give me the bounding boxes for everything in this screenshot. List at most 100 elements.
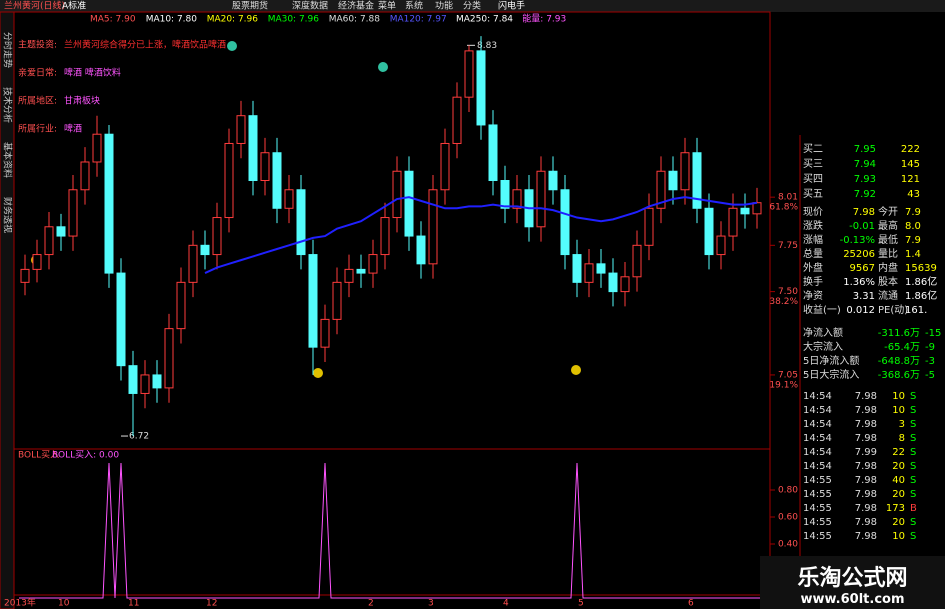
- x-tick-label: 10: [58, 599, 70, 609]
- candle-body: [296, 189, 306, 256]
- ma-legend: MA20: 7.96: [207, 15, 259, 25]
- bid-volume: 121: [900, 174, 920, 185]
- candle-body: [104, 133, 114, 274]
- tick-time: 14:55: [803, 475, 832, 486]
- stat-value: 7.9: [905, 207, 921, 218]
- stat-name: 股本: [878, 277, 898, 288]
- candle-body: [644, 207, 654, 246]
- candle-body: [476, 50, 486, 126]
- note-text: 啤酒: [64, 123, 82, 135]
- price-frame: [13, 11, 771, 450]
- candle-body: [656, 170, 666, 209]
- note-text: 甘肃板块: [64, 95, 100, 107]
- indicator-title: BOLL买入: [18, 450, 59, 461]
- candle-body: [536, 170, 546, 228]
- candle-body: [428, 189, 438, 265]
- candle-body: [392, 170, 402, 219]
- y-tick-label: 0.80: [778, 486, 798, 496]
- tick-time: 14:55: [803, 517, 832, 528]
- flow-name: 大宗流入: [803, 342, 843, 353]
- flow-value: -648.8万: [877, 356, 920, 367]
- bid-name: 买三: [803, 159, 823, 170]
- icon: [571, 365, 581, 375]
- tick-side: S: [910, 447, 917, 458]
- candle-body: [116, 272, 126, 367]
- stat-name: 涨跌: [803, 221, 823, 232]
- window-mode: A标准: [62, 0, 86, 12]
- tick-side: S: [910, 461, 917, 472]
- toolbar: [0, 0, 945, 12]
- indicator-label: BOLL买入: 0.00: [52, 450, 119, 461]
- tick-time: 14:54: [803, 405, 832, 416]
- bid-name: 买二: [803, 144, 823, 155]
- watermark-title: 乐淘公式网: [797, 566, 908, 591]
- tick-time: 14:55: [803, 531, 832, 542]
- tick-side: S: [910, 419, 917, 430]
- candle-body: [596, 263, 606, 274]
- candle-body: [692, 152, 702, 209]
- note-text: 兰州黄河综合得分已上涨，啤酒饮品啤酒: [64, 39, 226, 51]
- flow-name: 5日大宗流入: [803, 370, 860, 381]
- note-key: 主题投资:: [18, 39, 57, 51]
- icon: [227, 41, 237, 51]
- window-title: 兰州黄河(日线): [4, 0, 65, 12]
- stat-name: 今开: [878, 207, 898, 218]
- y-tick-label: 8.01: [778, 193, 798, 203]
- menu-item: 系统: [405, 0, 423, 12]
- tick-time: 14:54: [803, 419, 832, 430]
- flow-value: -3: [925, 356, 935, 367]
- tick-price: 7.98: [854, 391, 877, 402]
- tick-price: 7.98: [854, 433, 877, 444]
- candle-body: [320, 318, 330, 348]
- candle-body: [188, 244, 198, 283]
- tick-side: B: [910, 503, 917, 514]
- candle-body: [668, 170, 678, 191]
- tick-volume: 20: [892, 461, 905, 472]
- stat-value: -0.01: [849, 221, 875, 232]
- stat-name: 换手: [803, 277, 823, 288]
- candle-body: [140, 374, 150, 394]
- candle-body: [44, 226, 54, 256]
- stat-name: 涨幅: [803, 235, 823, 246]
- candle-body: [632, 244, 642, 278]
- candle-body: [440, 142, 450, 191]
- ma-legend: MA30: 7.96: [268, 15, 320, 25]
- stat-name: 净资: [803, 291, 823, 302]
- x-tick-label: 5: [578, 599, 584, 609]
- candle-body: [56, 226, 66, 237]
- stat-name: 外盘: [803, 263, 823, 274]
- y-tick-label: 7.75: [778, 241, 798, 251]
- tick-time: 14:54: [803, 447, 832, 458]
- candle-body: [332, 281, 342, 320]
- x-tick-label: 12: [206, 599, 217, 609]
- candle-body: [572, 254, 582, 283]
- ma-legend: MA250: 7.84: [456, 15, 513, 25]
- candle-body: [212, 217, 222, 256]
- tick-volume: 40: [892, 475, 905, 486]
- fib-label: 19.1%: [769, 380, 798, 390]
- tick-price: 7.98: [854, 517, 877, 528]
- candle-body: [380, 217, 390, 256]
- candle-body: [308, 254, 318, 348]
- bid-volume: 145: [900, 159, 920, 170]
- tick-volume: 20: [892, 489, 905, 500]
- side-tab: 基本资料: [2, 142, 14, 178]
- flow-name: 5日净流入额: [803, 356, 860, 367]
- stat-value: 1.86亿: [905, 291, 938, 302]
- candle-body: [608, 272, 618, 293]
- x-tick-label: 6: [688, 599, 694, 609]
- bid-price: 7.93: [853, 174, 876, 185]
- tick-side: S: [910, 391, 917, 402]
- x-tick-label: 11: [128, 599, 139, 609]
- candle-body: [464, 50, 474, 98]
- tick-price: 7.98: [854, 503, 877, 514]
- bid-price: 7.95: [853, 144, 876, 155]
- note-key: 所属地区:: [18, 95, 57, 107]
- candle-body: [500, 180, 510, 209]
- candle-body: [152, 374, 162, 389]
- stat-value: 15639: [905, 263, 937, 274]
- candle-body: [452, 96, 462, 144]
- bid-name: 买四: [803, 174, 823, 185]
- tick-volume: 20: [892, 517, 905, 528]
- candle-body: [368, 254, 378, 274]
